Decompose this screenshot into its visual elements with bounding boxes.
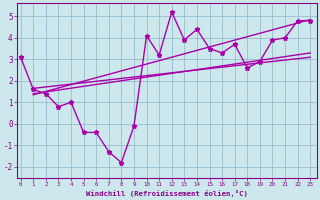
X-axis label: Windchill (Refroidissement éolien,°C): Windchill (Refroidissement éolien,°C) <box>86 190 248 197</box>
